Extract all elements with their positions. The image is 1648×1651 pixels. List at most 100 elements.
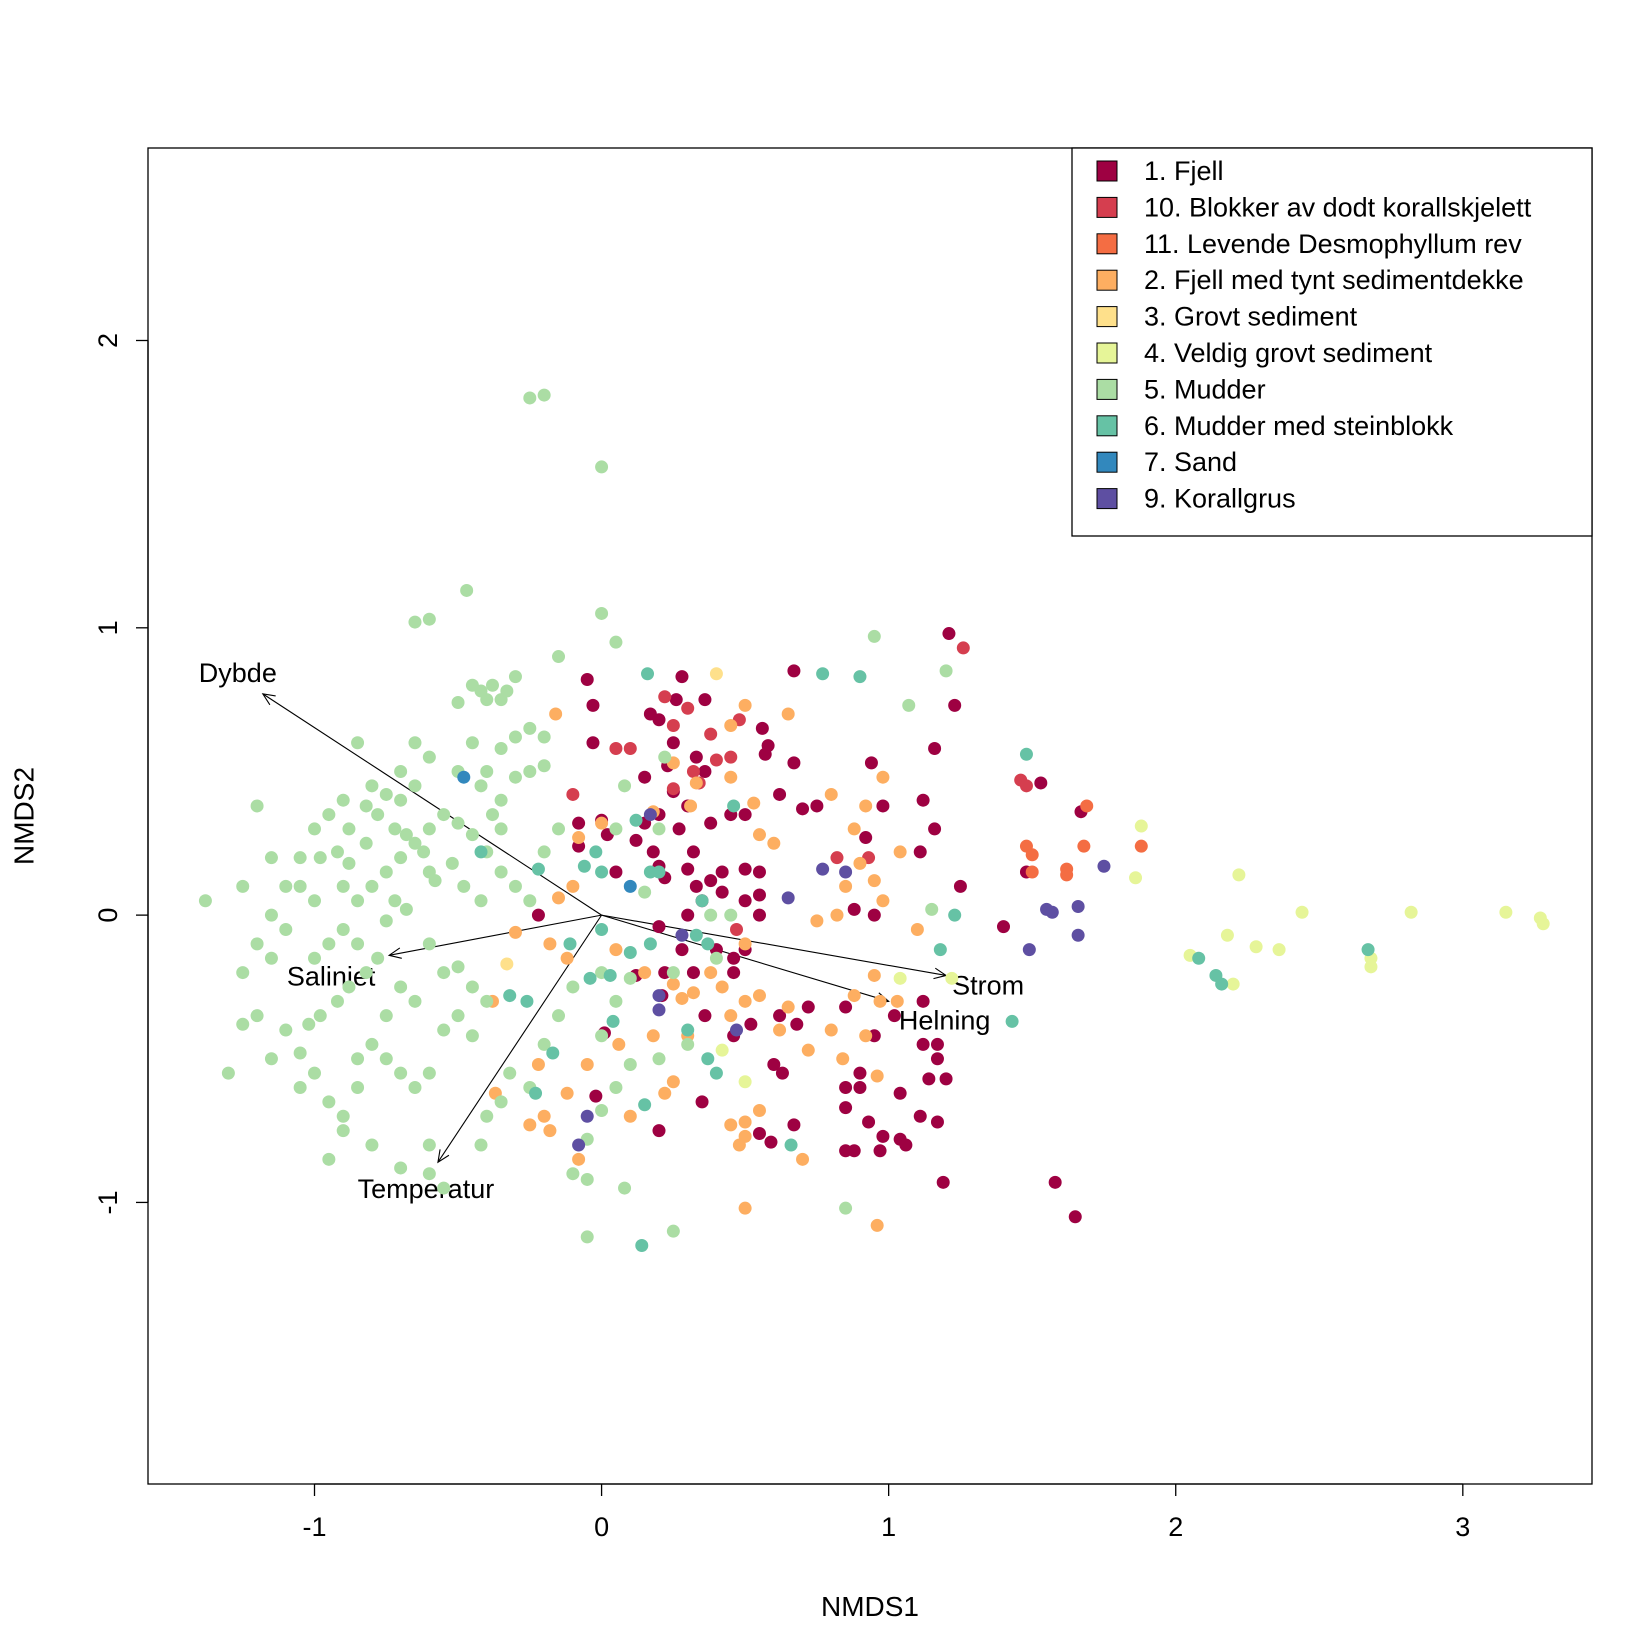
data-point bbox=[474, 1138, 488, 1152]
data-point bbox=[709, 951, 723, 965]
data-point bbox=[379, 914, 393, 928]
data-point bbox=[549, 707, 563, 721]
data-point bbox=[394, 980, 408, 994]
data-point bbox=[816, 667, 830, 681]
data-point bbox=[902, 698, 916, 712]
legend-label: 1. Fjell bbox=[1144, 156, 1224, 186]
legend-swatch bbox=[1096, 451, 1118, 473]
data-point bbox=[747, 796, 761, 810]
data-point bbox=[537, 759, 551, 773]
data-point bbox=[379, 1009, 393, 1023]
data-point bbox=[996, 920, 1010, 934]
data-point bbox=[589, 1089, 603, 1103]
data-point bbox=[623, 1058, 637, 1072]
data-point bbox=[646, 845, 660, 859]
data-point bbox=[727, 966, 741, 980]
data-point bbox=[652, 713, 666, 727]
data-point bbox=[618, 779, 632, 793]
data-point bbox=[563, 937, 577, 951]
legend-label: 3. Grovt sediment bbox=[1144, 302, 1358, 332]
data-point bbox=[738, 1201, 752, 1215]
data-point bbox=[221, 1066, 235, 1080]
data-point bbox=[830, 851, 844, 865]
data-point bbox=[910, 922, 924, 936]
data-point bbox=[408, 836, 422, 850]
data-point bbox=[537, 388, 551, 402]
data-point bbox=[500, 684, 514, 698]
data-point bbox=[1071, 900, 1085, 914]
y-tick-label: 1 bbox=[93, 620, 123, 635]
data-point bbox=[480, 764, 494, 778]
data-point bbox=[336, 1109, 350, 1123]
data-point bbox=[451, 816, 465, 830]
data-point bbox=[572, 1138, 586, 1152]
data-point bbox=[913, 1109, 927, 1123]
data-point bbox=[638, 885, 652, 899]
data-point bbox=[870, 1069, 884, 1083]
data-point bbox=[787, 664, 801, 678]
data-point bbox=[1048, 1175, 1062, 1189]
data-point bbox=[586, 736, 600, 750]
data-point bbox=[930, 1037, 944, 1051]
data-point bbox=[503, 1066, 517, 1080]
legend-label: 9. Korallgrus bbox=[1144, 484, 1296, 514]
data-point bbox=[629, 833, 643, 847]
data-point bbox=[1005, 1014, 1019, 1028]
y-tick-label: -1 bbox=[93, 1190, 123, 1214]
data-point bbox=[494, 865, 508, 879]
data-point bbox=[867, 908, 881, 922]
data-point bbox=[566, 879, 580, 893]
data-point bbox=[635, 1239, 649, 1253]
legend-label: 2. Fjell med tynt sedimentdekke bbox=[1144, 265, 1524, 295]
data-point bbox=[738, 1075, 752, 1089]
data-point bbox=[1068, 1210, 1082, 1224]
data-point bbox=[379, 787, 393, 801]
data-point bbox=[399, 828, 413, 842]
data-point bbox=[422, 612, 436, 626]
data-point bbox=[686, 845, 700, 859]
data-point bbox=[669, 693, 683, 707]
data-point bbox=[801, 1043, 815, 1057]
data-point bbox=[480, 994, 494, 1008]
data-point bbox=[652, 989, 666, 1003]
data-point bbox=[816, 862, 830, 876]
data-point bbox=[646, 1029, 660, 1043]
data-point bbox=[595, 865, 609, 879]
data-point bbox=[652, 1052, 666, 1066]
data-point bbox=[695, 1095, 709, 1109]
data-point bbox=[529, 1086, 543, 1100]
data-point bbox=[451, 696, 465, 710]
data-point bbox=[595, 606, 609, 620]
data-point bbox=[916, 994, 930, 1008]
data-point bbox=[623, 741, 637, 755]
data-point bbox=[236, 1017, 250, 1031]
data-point bbox=[930, 1052, 944, 1066]
data-point bbox=[422, 750, 436, 764]
scatter-points bbox=[198, 388, 1550, 1253]
data-point bbox=[523, 894, 537, 908]
data-point bbox=[1499, 905, 1513, 919]
x-axis-title: NMDS1 bbox=[821, 1591, 919, 1622]
data-point bbox=[451, 1009, 465, 1023]
data-point bbox=[773, 1009, 787, 1023]
data-point bbox=[336, 1124, 350, 1138]
legend: 1. Fjell 10. Blokker av dodt korallskjele… bbox=[1071, 147, 1593, 537]
data-point bbox=[580, 1058, 594, 1072]
data-point bbox=[864, 756, 878, 770]
data-point bbox=[379, 865, 393, 879]
vector-label: Dybde bbox=[199, 658, 277, 688]
data-point bbox=[715, 980, 729, 994]
data-point bbox=[609, 741, 623, 755]
data-point bbox=[437, 1023, 451, 1037]
data-point bbox=[836, 1052, 850, 1066]
data-point bbox=[666, 736, 680, 750]
data-point bbox=[609, 1081, 623, 1095]
data-point bbox=[566, 787, 580, 801]
x-tick-label: 3 bbox=[1455, 1512, 1470, 1542]
data-point bbox=[859, 1029, 873, 1043]
data-point bbox=[351, 937, 365, 951]
data-point bbox=[876, 1129, 890, 1143]
data-point bbox=[732, 1138, 746, 1152]
data-point bbox=[322, 808, 336, 822]
data-point bbox=[787, 1118, 801, 1132]
